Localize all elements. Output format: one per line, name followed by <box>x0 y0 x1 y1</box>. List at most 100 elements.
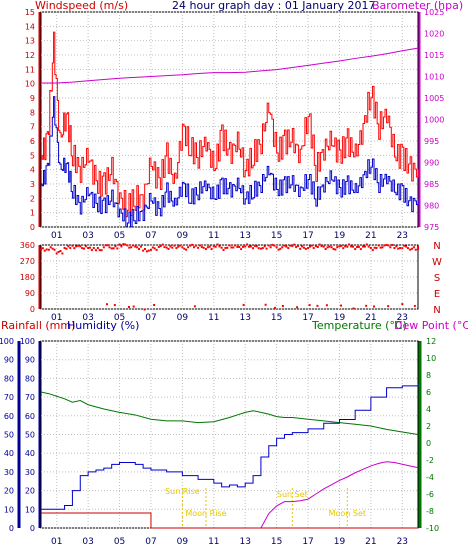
annotation-label: Moon Set <box>329 509 366 518</box>
humidity-line <box>41 384 419 510</box>
direction-point <box>191 243 194 246</box>
direction-point <box>325 304 328 307</box>
hour-tick-label: 09 <box>177 537 189 547</box>
temperature-tick-label: -8 <box>426 507 434 516</box>
direction-point <box>373 246 376 249</box>
direction-point <box>57 250 60 253</box>
barometer-tick-label: 1020 <box>424 30 444 39</box>
dew-point-axis-title: Dew Point (°C) <box>394 319 468 332</box>
direction-point <box>232 246 235 249</box>
direction-point <box>75 245 78 248</box>
direction-point <box>220 246 223 249</box>
annotation-label: Sun Set <box>277 490 308 499</box>
direction-point <box>145 250 148 253</box>
windspeed-tick-label: 8 <box>30 108 35 117</box>
rainfall-tick-label: 20 <box>4 487 14 496</box>
direction-point <box>271 243 274 246</box>
humidity-tick-label: 40 <box>25 449 35 458</box>
direction-point <box>106 244 109 247</box>
direction-point <box>139 245 142 248</box>
direction-point <box>169 245 172 248</box>
hour-tick-label: 07 <box>145 313 156 323</box>
direction-point <box>346 245 349 248</box>
direction-point <box>41 247 44 250</box>
windspeed-tick-label: 2 <box>30 194 35 203</box>
windspeed-tick-label: 4 <box>30 166 35 175</box>
direction-point <box>369 246 372 249</box>
direction-point <box>310 244 313 247</box>
direction-point <box>357 245 360 248</box>
direction-point <box>102 246 105 249</box>
temperature-tick-label: -6 <box>426 490 434 499</box>
direction-point <box>324 248 327 251</box>
temperature-tick-label: -4 <box>426 473 434 482</box>
direction-point <box>320 245 323 248</box>
direction-point <box>181 246 184 249</box>
humidity-axis-title: Humidity (%) <box>67 319 139 332</box>
direction-point <box>179 244 182 247</box>
direction-point <box>301 245 304 248</box>
rainfall-tick-label: 100 <box>0 337 14 346</box>
windspeed-tick-label: 12 <box>25 51 35 60</box>
windspeed-tick-label: 15 <box>25 8 35 17</box>
windspeed-tick-label: 7 <box>30 123 35 132</box>
hour-tick-label: 13 <box>239 231 250 241</box>
direction-point <box>222 248 225 251</box>
direction-point <box>363 245 366 248</box>
direction-point <box>277 248 280 251</box>
direction-point <box>63 246 66 249</box>
hour-tick-label: 05 <box>114 537 125 547</box>
direction-point <box>67 245 70 248</box>
temperature-axis-title: Temperature (°C) <box>311 319 407 332</box>
direction-point <box>108 246 111 249</box>
direction-point <box>302 246 305 249</box>
hour-tick-label: 21 <box>365 537 376 547</box>
barometer-tick-label: 980 <box>424 202 439 211</box>
hour-tick-label: 03 <box>82 537 93 547</box>
direction-point <box>391 243 394 246</box>
hour-tick-label: 05 <box>114 313 125 323</box>
barometer-tick-label: 985 <box>424 180 439 189</box>
hour-tick-label: 17 <box>302 537 313 547</box>
windspeed-tick-label: 5 <box>30 151 35 160</box>
direction-point <box>308 304 311 307</box>
direction-point <box>226 246 229 249</box>
direction-point <box>377 244 380 247</box>
direction-point <box>208 245 211 248</box>
direction-point <box>348 243 351 246</box>
direction-point <box>257 247 260 250</box>
direction-point <box>151 246 154 249</box>
hour-tick-label: 09 <box>177 313 189 323</box>
direction-point <box>69 246 72 249</box>
barometer-tick-label: 975 <box>424 223 439 232</box>
direction-point <box>187 246 190 249</box>
direction-point <box>202 246 205 249</box>
direction-point <box>153 247 156 250</box>
direction-point <box>255 245 258 248</box>
direction-point <box>234 244 237 247</box>
direction-point <box>96 247 99 250</box>
direction-point <box>352 307 355 310</box>
rainfall-tick-label: 80 <box>4 374 14 383</box>
direction-point <box>413 304 416 307</box>
direction-point <box>406 247 409 250</box>
hour-tick-label: 17 <box>302 231 313 241</box>
direction-point <box>295 246 298 249</box>
windspeed-axis-title: Windspeed (m/s) <box>35 0 128 12</box>
temperature-tick-label: -10 <box>426 524 439 533</box>
direction-point <box>252 247 255 250</box>
direction-point <box>342 247 345 250</box>
humidity-tick-label: 70 <box>25 393 35 402</box>
windspeed-tick-label: 11 <box>25 65 35 74</box>
direction-point <box>51 247 54 250</box>
temperature-tick-label: 12 <box>426 337 436 346</box>
direction-point <box>367 245 370 248</box>
direction-point <box>142 249 145 252</box>
hour-tick-label: 13 <box>239 537 250 547</box>
direction-point <box>387 305 390 308</box>
direction-point <box>263 245 266 248</box>
direction-point <box>281 246 284 249</box>
direction-point <box>373 305 376 308</box>
temperature-line <box>40 391 419 435</box>
humidity-tick-label: 80 <box>25 374 35 383</box>
